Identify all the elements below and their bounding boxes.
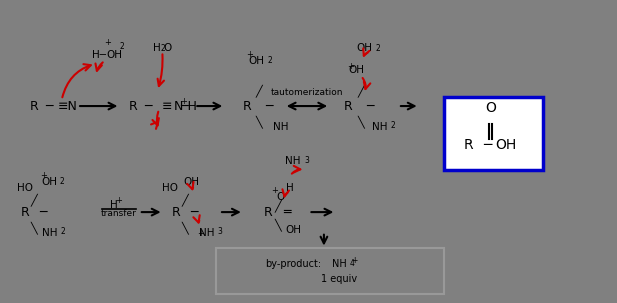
Text: ╱: ╱ (182, 194, 188, 206)
Text: ─: ─ (483, 138, 492, 152)
Text: 3: 3 (304, 156, 309, 165)
Text: 2: 2 (375, 44, 380, 53)
Text: 2: 2 (60, 227, 65, 236)
Text: ╲: ╲ (182, 221, 188, 234)
Text: ─: ─ (191, 206, 198, 218)
Text: OH: OH (349, 65, 365, 75)
Text: ╱: ╱ (358, 85, 364, 97)
Text: ╱: ╱ (31, 194, 37, 206)
Text: OH: OH (106, 49, 122, 60)
Text: ╲: ╲ (256, 115, 262, 128)
Text: O: O (163, 43, 172, 54)
Text: +: + (347, 62, 354, 71)
Text: H─: H─ (92, 49, 106, 60)
Text: HO: HO (162, 183, 178, 193)
Text: tautomerization: tautomerization (271, 88, 344, 97)
Text: O: O (485, 101, 496, 115)
Text: 2: 2 (119, 42, 124, 52)
Text: H: H (110, 199, 118, 210)
Text: OH: OH (183, 177, 199, 187)
Text: ╱: ╱ (256, 85, 262, 97)
Text: +: + (39, 171, 47, 180)
Text: +: + (352, 256, 358, 265)
Text: H: H (286, 183, 294, 193)
Text: OH: OH (495, 138, 516, 152)
Text: OH: OH (285, 225, 301, 235)
Text: 2: 2 (267, 56, 272, 65)
Text: ≡: ≡ (161, 100, 172, 112)
Text: 2: 2 (160, 44, 165, 53)
Text: ─H: ─H (180, 100, 197, 112)
Text: H: H (154, 43, 161, 54)
Text: ─: ─ (265, 100, 272, 112)
Text: R: R (30, 100, 38, 112)
Text: OH: OH (41, 177, 57, 187)
Text: N: N (174, 100, 184, 112)
Text: 2: 2 (391, 121, 395, 130)
Text: HO: HO (17, 183, 33, 193)
Text: NH: NH (332, 258, 347, 269)
Text: by-product:: by-product: (265, 258, 321, 269)
Text: ╲: ╲ (275, 218, 281, 231)
Text: +: + (271, 186, 278, 195)
Text: R: R (242, 100, 251, 112)
Text: ─: ─ (144, 100, 152, 112)
Text: ≡N: ≡N (58, 100, 78, 112)
Text: ─: ─ (366, 100, 374, 112)
Text: OH: OH (248, 55, 264, 66)
Text: R: R (344, 100, 353, 112)
Text: +: + (104, 38, 112, 47)
Text: NH: NH (41, 228, 57, 238)
Text: NH: NH (273, 122, 289, 132)
Text: ═: ═ (283, 206, 291, 218)
Text: O: O (276, 192, 285, 202)
Text: 2: 2 (59, 177, 64, 186)
Text: ─: ─ (46, 100, 53, 112)
Text: NH: NH (371, 122, 387, 132)
Text: R: R (264, 206, 273, 218)
Text: ╱: ╱ (275, 200, 281, 212)
Text: +: + (246, 50, 254, 59)
Text: OH: OH (356, 43, 372, 54)
Text: 1 equiv: 1 equiv (321, 274, 357, 284)
Text: +: + (197, 229, 204, 238)
Text: 4: 4 (349, 259, 354, 268)
Text: R: R (464, 138, 474, 152)
FancyBboxPatch shape (216, 248, 444, 294)
Text: transfer: transfer (101, 209, 136, 218)
Text: NH: NH (199, 228, 215, 238)
Text: ╲: ╲ (358, 115, 364, 128)
FancyBboxPatch shape (444, 97, 543, 170)
Text: +: + (180, 97, 188, 106)
Text: R: R (20, 206, 29, 218)
Text: ╲: ╲ (31, 221, 37, 234)
Text: NH: NH (285, 155, 301, 166)
Text: +: + (115, 196, 122, 205)
Text: 3: 3 (218, 227, 223, 236)
Text: R: R (172, 206, 180, 218)
Text: ─: ─ (39, 206, 47, 218)
Text: R: R (128, 100, 137, 112)
